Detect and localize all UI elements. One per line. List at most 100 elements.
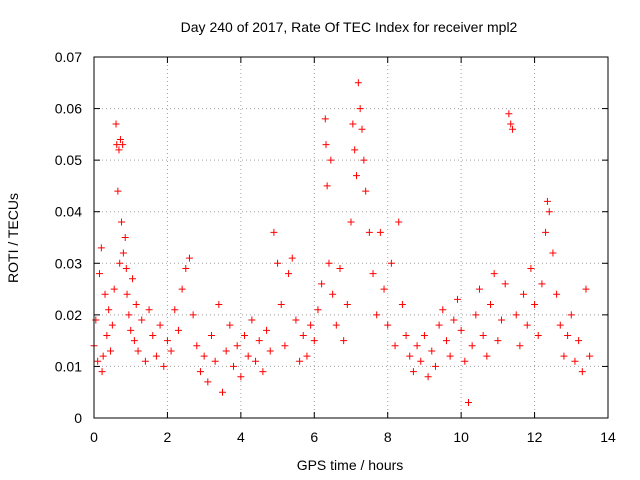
- data-point: [472, 311, 480, 319]
- data-point: [507, 120, 515, 128]
- data-point: [145, 306, 153, 314]
- data-point: [167, 347, 175, 355]
- data-point: [230, 362, 238, 370]
- data-point: [160, 362, 168, 370]
- data-point: [353, 172, 361, 180]
- data-point: [531, 301, 539, 309]
- data-point: [96, 270, 104, 278]
- data-point: [373, 311, 381, 319]
- data-point: [110, 285, 118, 293]
- y-tick-label: 0.02: [55, 307, 82, 323]
- data-point: [321, 115, 329, 123]
- data-point: [391, 342, 399, 350]
- data-point: [435, 321, 443, 329]
- data-point: [420, 331, 428, 339]
- data-point: [156, 321, 164, 329]
- data-point: [542, 228, 550, 236]
- data-point: [130, 337, 138, 345]
- data-point: [369, 270, 377, 278]
- data-point: [476, 285, 483, 293]
- data-point: [103, 331, 111, 339]
- data-point: [424, 373, 432, 381]
- data-point: [356, 105, 364, 113]
- axes: 0 2 4 6 8 10 12 14 0 0.01 0.02 0.03 0.04 0.05 0.06 0.07: [55, 49, 616, 445]
- data-point: [116, 136, 124, 144]
- data-point: [461, 357, 469, 365]
- data-point: [384, 321, 392, 329]
- y-tick-label: 0.01: [55, 358, 82, 374]
- data-point: [127, 326, 135, 334]
- data-point: [494, 337, 502, 345]
- data-point: [94, 357, 102, 365]
- data-point: [553, 290, 561, 298]
- data-point: [365, 228, 373, 236]
- data-point: [564, 331, 572, 339]
- data-point: [122, 264, 130, 272]
- data-point: [200, 352, 208, 360]
- data-point: [457, 326, 465, 334]
- data-point: [516, 342, 524, 350]
- data-point: [98, 368, 106, 376]
- chart-title: Day 240 of 2017, Rate Of TEC Index for r…: [181, 19, 518, 35]
- x-axis-label: GPS time / hours: [297, 457, 404, 473]
- data-point: [398, 301, 406, 309]
- grid-lines: [94, 57, 608, 418]
- data-point: [549, 249, 557, 257]
- data-point: [464, 399, 472, 407]
- data-point: [483, 352, 491, 360]
- data-point: [406, 352, 414, 360]
- data-point: [112, 120, 120, 128]
- data-point: [453, 295, 461, 303]
- x-tick-label: 10: [453, 429, 469, 445]
- data-point: [174, 326, 182, 334]
- data-point: [343, 301, 351, 309]
- data-point: [347, 218, 355, 226]
- data-point: [299, 331, 307, 339]
- data-point: [277, 301, 285, 309]
- data-point: [431, 362, 439, 370]
- data-point: [116, 259, 124, 267]
- data-point: [428, 347, 436, 355]
- data-point: [523, 321, 531, 329]
- data-point: [509, 125, 517, 133]
- data-point: [222, 347, 230, 355]
- data-point: [152, 352, 160, 360]
- data-point: [163, 337, 171, 345]
- x-tick-label: 12: [527, 429, 543, 445]
- data-point: [219, 388, 226, 396]
- data-point: [285, 270, 293, 278]
- data-point: [360, 156, 368, 164]
- plot-frame: [93, 56, 609, 419]
- x-tick-label: 4: [237, 429, 245, 445]
- data-point: [281, 342, 289, 350]
- x-tick-label: 6: [310, 429, 318, 445]
- data-point: [263, 326, 271, 334]
- x-tick-label: 2: [164, 429, 172, 445]
- data-point: [204, 378, 212, 386]
- data-point: [149, 331, 157, 339]
- data-point: [512, 311, 520, 319]
- data-point: [402, 331, 410, 339]
- data-point: [490, 270, 498, 278]
- data-point: [376, 228, 384, 236]
- data-point: [248, 316, 256, 324]
- data-point: [358, 125, 366, 133]
- x-tick-label: 14: [600, 429, 616, 445]
- data-point: [119, 141, 127, 149]
- data-point: [387, 259, 395, 267]
- data-point: [115, 146, 123, 154]
- data-point: [582, 285, 590, 293]
- data-points: [90, 79, 594, 407]
- data-point: [314, 306, 322, 314]
- data-point: [270, 228, 278, 236]
- data-point: [182, 264, 190, 272]
- y-tick-label: 0.05: [55, 152, 82, 168]
- data-point: [534, 331, 542, 339]
- data-point: [132, 301, 140, 309]
- data-point: [123, 290, 131, 298]
- data-point: [362, 187, 370, 195]
- data-point: [118, 218, 126, 226]
- data-point: [479, 331, 487, 339]
- data-point: [99, 352, 107, 360]
